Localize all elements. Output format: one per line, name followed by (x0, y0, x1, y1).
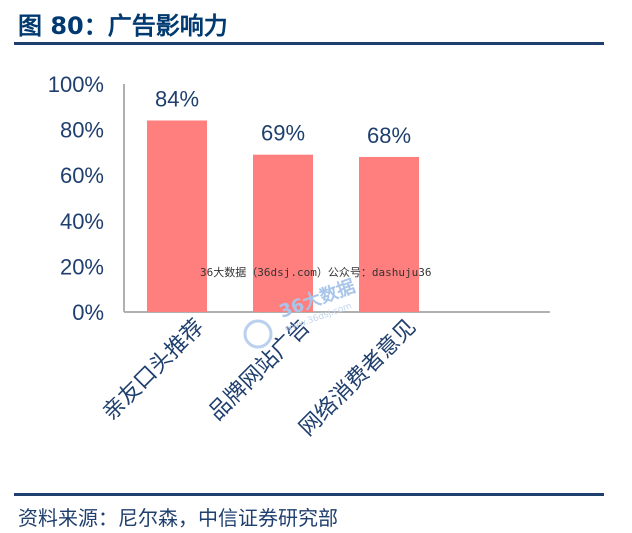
y-tick-label: 60% (60, 163, 104, 188)
watermark-logo-icon (243, 319, 273, 349)
y-tick-label: 100% (48, 72, 104, 97)
y-tick-label: 40% (60, 209, 104, 234)
watermark-text: 36大数据（36dsj.com）公众号：dashuju36 (200, 265, 431, 279)
y-tick-label: 0% (72, 300, 104, 325)
title-rule (14, 42, 604, 45)
bar (253, 154, 313, 312)
data-label: 69% (261, 121, 305, 146)
data-label: 84% (155, 86, 199, 111)
data-label: 68% (367, 123, 411, 148)
y-tick-label: 20% (60, 254, 104, 279)
figure-title: 图 80：广告影响力 (18, 12, 228, 40)
bar (359, 156, 419, 312)
source-note: 资料来源：尼尔森，中信证券研究部 (18, 506, 338, 530)
bar (147, 120, 207, 312)
y-tick-label: 80% (60, 118, 104, 143)
source-rule (14, 493, 604, 496)
category-label: 亲友口头推荐 (98, 315, 209, 426)
category-label: 品牌网站广告 (204, 315, 315, 426)
